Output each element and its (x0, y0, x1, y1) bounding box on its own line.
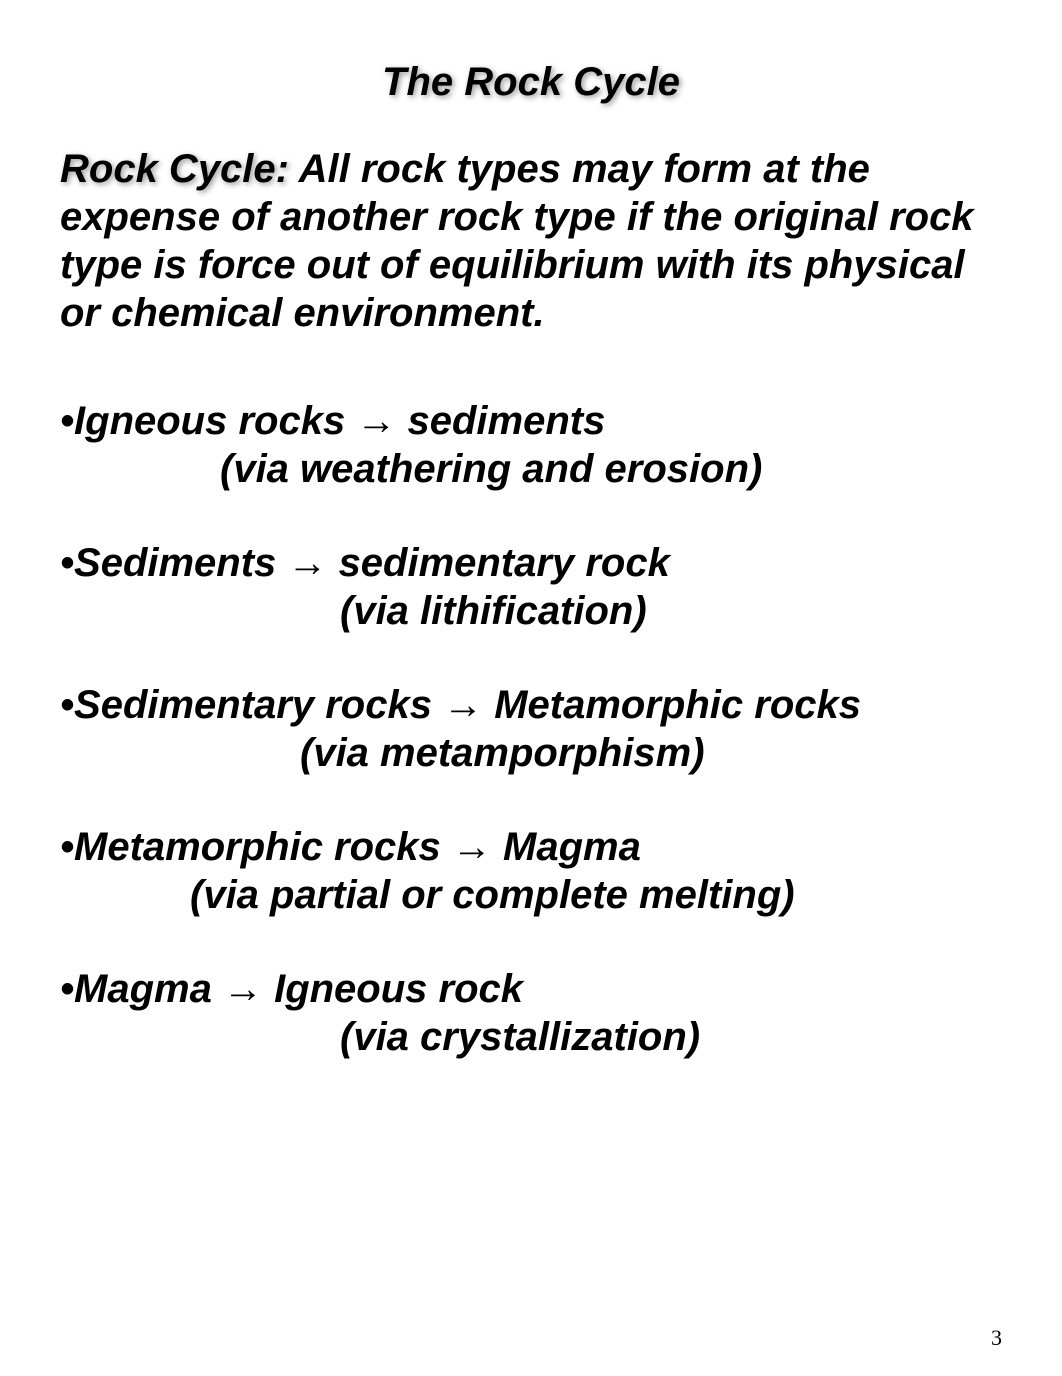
bullet-symbol: • (60, 967, 74, 1011)
arrow-icon: → (452, 823, 492, 871)
arrow-icon: → (356, 397, 396, 445)
bullet-from: Magma (74, 967, 212, 1011)
bullet-line-1: •Sediments → sedimentary rock (60, 539, 1002, 587)
bullet-symbol: • (60, 541, 74, 585)
arrow-icon: → (223, 965, 263, 1013)
bullet-to: sedimentary rock (339, 541, 670, 585)
bullet-item-sedimentary: •Sedimentary rocks → Metamorphic rocks (… (60, 681, 1002, 777)
bullet-from: Sediments (74, 541, 276, 585)
bullet-via: (via weathering and erosion) (60, 445, 1002, 493)
bullet-item-sediments: •Sediments → sedimentary rock (via lithi… (60, 539, 1002, 635)
bullet-symbol: • (60, 683, 74, 727)
bullet-from: Sedimentary rocks (74, 683, 432, 727)
bullet-to: sediments (407, 399, 605, 443)
bullet-to: Metamorphic rocks (494, 683, 861, 727)
bullet-via: (via partial or complete melting) (60, 871, 1002, 919)
bullet-to: Magma (503, 825, 641, 869)
bullet-via: (via crystallization) (60, 1013, 1002, 1061)
bullet-via: (via metamporphism) (60, 729, 1002, 777)
bullet-item-metamorphic: •Metamorphic rocks → Magma (via partial … (60, 823, 1002, 919)
bullet-line-1: •Sedimentary rocks → Metamorphic rocks (60, 681, 1002, 729)
bullet-line-1: •Metamorphic rocks → Magma (60, 823, 1002, 871)
bullet-item-igneous: •Igneous rocks → sediments (via weatheri… (60, 397, 1002, 493)
page-title: The Rock Cycle (60, 60, 1002, 105)
arrow-icon: → (287, 539, 327, 587)
bullet-from: Igneous rocks (74, 399, 345, 443)
bullet-symbol: • (60, 825, 74, 869)
bullet-via: (via lithification) (60, 587, 1002, 635)
bullet-symbol: • (60, 399, 74, 443)
bullet-line-1: •Igneous rocks → sediments (60, 397, 1002, 445)
definition-label: Rock Cycle: (60, 147, 289, 191)
page-number: 3 (991, 1325, 1002, 1351)
arrow-icon: → (443, 681, 483, 729)
definition-paragraph: Rock Cycle: All rock types may form at t… (60, 145, 1002, 337)
bullet-from: Metamorphic rocks (74, 825, 441, 869)
bullet-line-1: •Magma → Igneous rock (60, 965, 1002, 1013)
bullet-item-magma: •Magma → Igneous rock (via crystallizati… (60, 965, 1002, 1061)
bullet-to: Igneous rock (274, 967, 523, 1011)
